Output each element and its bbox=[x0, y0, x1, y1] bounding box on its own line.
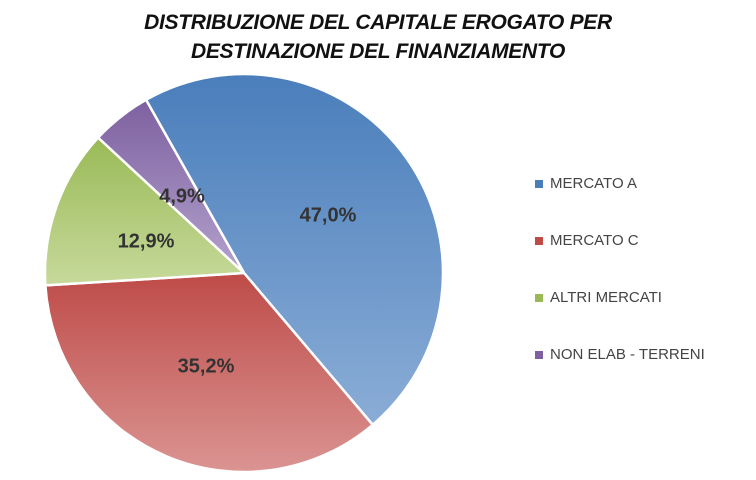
legend-item-mercato-c: MERCATO C bbox=[535, 212, 705, 269]
slice-altri-mercati bbox=[43, 136, 246, 287]
data-label-mercato-a: 47,0% bbox=[299, 204, 357, 227]
legend-swatch bbox=[535, 293, 543, 302]
chart-title-line-1: DISTRIBUZIONE DEL CAPITALE EROGATO PER bbox=[144, 11, 612, 34]
legend-item-non-elab-terreni: NON ELAB - TERRENI bbox=[535, 326, 705, 383]
legend-item-mercato-a: MERCATO A bbox=[535, 155, 705, 212]
legend-swatch bbox=[535, 179, 543, 188]
data-label-non-elab-terreni: 4,9% bbox=[159, 185, 205, 208]
legend: MERCATO A MERCATO C ALTRI MERCATI NON EL… bbox=[535, 155, 705, 383]
data-label-mercato-c: 35,2% bbox=[177, 355, 235, 378]
slice-mercato-a bbox=[144, 72, 445, 427]
chart-title: DISTRIBUZIONE DEL CAPITALE EROGATO PER D… bbox=[0, 8, 756, 66]
chart-title-line-2: DESTINAZIONE DEL FINANZIAMENTO bbox=[190, 40, 566, 63]
slice-non-elab-terreni bbox=[96, 98, 246, 275]
legend-item-altri-mercati: ALTRI MERCATI bbox=[535, 269, 705, 326]
data-label-altri-mercati: 12,9% bbox=[117, 230, 175, 253]
legend-swatch bbox=[535, 236, 543, 245]
legend-swatch bbox=[535, 350, 543, 359]
slice-mercato-c bbox=[44, 271, 374, 474]
